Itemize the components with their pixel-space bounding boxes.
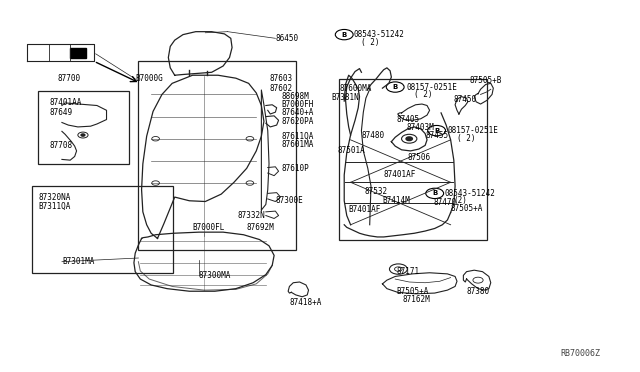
Text: ( 2): ( 2) [414, 90, 433, 99]
Text: 87640+A: 87640+A [282, 108, 314, 118]
Circle shape [81, 134, 85, 136]
Text: 87692M: 87692M [246, 223, 275, 232]
Bar [138, 61, 296, 250]
Text: 87401AF: 87401AF [384, 170, 416, 179]
Text: 88698M: 88698M [282, 92, 310, 101]
Text: 87332N: 87332N [237, 211, 265, 220]
Text: B: B [392, 84, 398, 90]
Text: 87171: 87171 [396, 267, 420, 276]
Text: 87300E: 87300E [275, 196, 303, 205]
Text: 87450: 87450 [454, 95, 477, 104]
Text: 87405: 87405 [396, 115, 420, 124]
Text: 87501A: 87501A [338, 147, 365, 155]
Text: 87380: 87380 [467, 287, 490, 296]
Bar [38, 91, 129, 164]
Text: B7401AF: B7401AF [349, 205, 381, 215]
Text: 08543-51242: 08543-51242 [444, 189, 495, 198]
Text: 87162M: 87162M [403, 295, 431, 304]
Text: 87455: 87455 [425, 131, 448, 140]
Text: 87505+B: 87505+B [470, 76, 502, 85]
Text: 87600MA: 87600MA [339, 84, 371, 93]
Circle shape [406, 137, 412, 141]
Text: 87611QA: 87611QA [282, 132, 314, 141]
Text: B7000FL: B7000FL [193, 223, 225, 232]
Text: 87418+A: 87418+A [289, 298, 322, 307]
Text: 87320NA: 87320NA [38, 193, 71, 202]
Text: 87602: 87602 [269, 84, 292, 93]
Text: 87401AA: 87401AA [49, 99, 81, 108]
Text: B7381N: B7381N [332, 93, 359, 102]
Text: 87506: 87506 [408, 153, 431, 162]
Bar [70, 48, 86, 58]
Text: 08543-51242: 08543-51242 [353, 30, 404, 39]
Text: ( 2): ( 2) [362, 38, 380, 47]
Text: 87610P: 87610P [282, 164, 310, 173]
Text: B: B [342, 32, 347, 38]
Text: 87532: 87532 [365, 187, 388, 196]
Text: 87700: 87700 [58, 74, 81, 83]
Text: 08157-0251E: 08157-0251E [447, 126, 499, 135]
Text: 08157-0251E: 08157-0251E [406, 83, 457, 92]
Text: RB70006Z: RB70006Z [561, 349, 600, 358]
Text: B7505+A: B7505+A [396, 287, 429, 296]
Text: 87601MA: 87601MA [282, 140, 314, 149]
Text: B7000FH: B7000FH [282, 100, 314, 109]
Text: 86450: 86450 [275, 34, 298, 43]
Text: 87649: 87649 [49, 108, 72, 117]
Bar [32, 186, 173, 273]
Text: 87403M: 87403M [406, 123, 434, 132]
Text: B: B [432, 190, 437, 196]
Text: 87480: 87480 [362, 131, 385, 140]
Text: B7301MA: B7301MA [62, 257, 94, 266]
Bar [339, 79, 487, 240]
Text: 87470: 87470 [433, 198, 456, 207]
Text: B7311QA: B7311QA [38, 202, 71, 211]
Text: B7000G: B7000G [135, 74, 163, 83]
Text: (2): (2) [454, 196, 468, 205]
Text: 87708: 87708 [49, 141, 72, 150]
Text: B7414M: B7414M [383, 196, 410, 205]
Text: 87620PA: 87620PA [282, 116, 314, 125]
Text: B: B [434, 128, 439, 134]
Text: 87300MA: 87300MA [199, 271, 231, 280]
Text: 87505+A: 87505+A [451, 203, 483, 213]
Text: 87603: 87603 [269, 74, 292, 83]
Text: ( 2): ( 2) [457, 134, 476, 142]
